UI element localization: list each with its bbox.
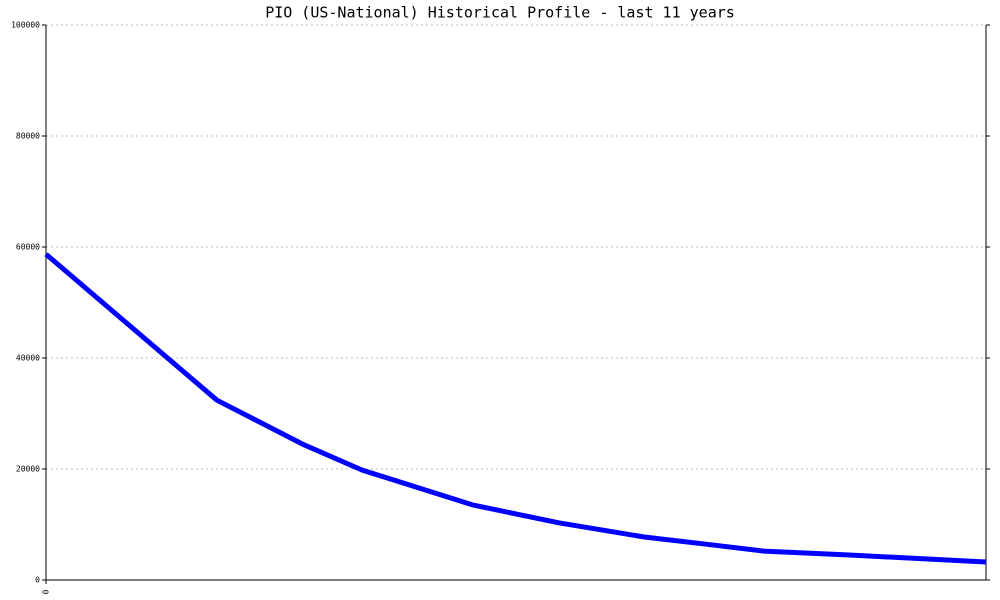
y-tick-label: 60000 <box>16 243 40 252</box>
data-line <box>44 252 987 565</box>
chart-title: PIO (US-National) Historical Profile - l… <box>265 4 735 22</box>
y-tick-label: 40000 <box>16 354 40 363</box>
y-tick-label: 100000 <box>11 21 40 30</box>
y-tick-label: 0 <box>35 576 40 585</box>
y-tick-label: 80000 <box>16 132 40 141</box>
y-tick-label: 20000 <box>16 465 40 474</box>
x-tick-label: 0 <box>42 589 51 594</box>
